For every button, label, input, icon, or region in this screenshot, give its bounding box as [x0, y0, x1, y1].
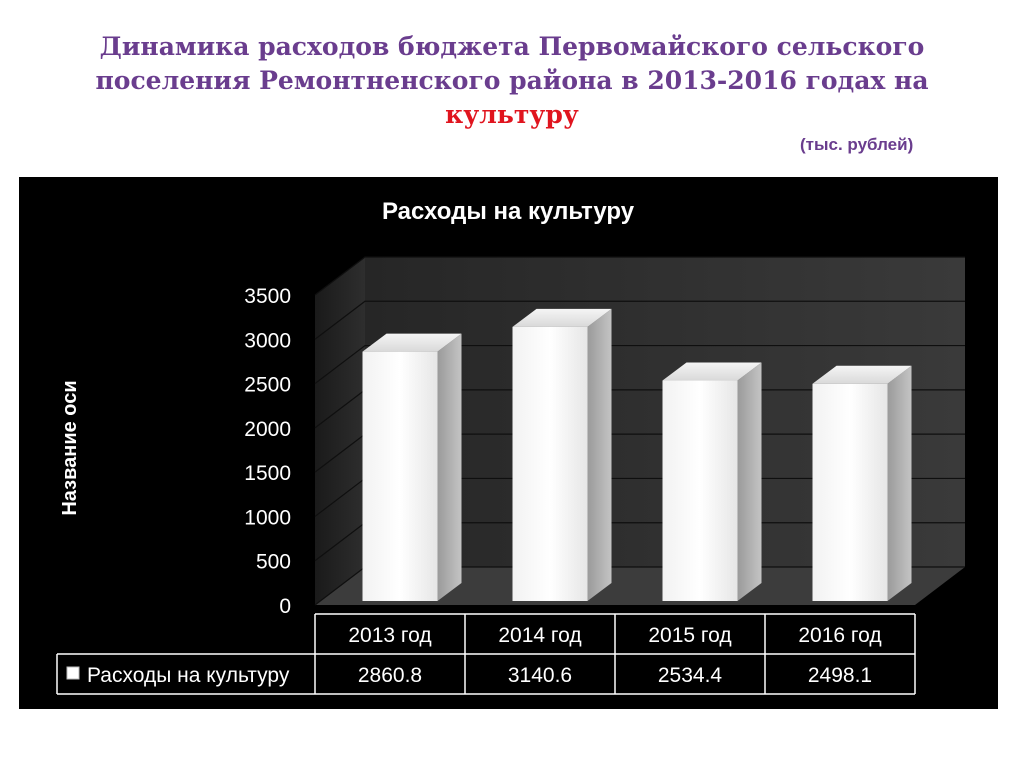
gridline: [314, 256, 965, 296]
data-label: 2498.1: [808, 664, 872, 687]
legend-label: Расходы на культуру: [87, 664, 290, 687]
bar-top: [662, 362, 762, 381]
slide-title-accent: культуру: [445, 100, 579, 129]
bar-2015-год: [662, 362, 762, 601]
x-tick-label: 2014 год: [498, 624, 581, 647]
y-tick-label: 3000: [244, 329, 291, 352]
legend-swatch: [66, 666, 80, 680]
bar: [512, 326, 588, 601]
bar-side: [887, 365, 912, 601]
bar: [362, 351, 438, 601]
y-axis-label: Название оси: [59, 380, 81, 515]
y-tick-label: 500: [256, 551, 291, 574]
bar-2016-год: [812, 365, 912, 601]
slide-title-line2: поселения Ремонтненского района в 2013-2…: [95, 66, 929, 95]
chart-title: Расходы на культуру: [382, 198, 635, 225]
bar-top: [812, 365, 912, 384]
y-tick-label: 2500: [244, 374, 291, 397]
y-tick-label: 1500: [244, 462, 291, 485]
data-label: 3140.6: [508, 664, 572, 687]
bar-2014-год: [512, 308, 612, 601]
y-tick-label: 1000: [244, 506, 291, 529]
unit-note: (тыс. рублей): [800, 135, 914, 154]
data-label: 2534.4: [658, 664, 723, 687]
side-wall: [315, 257, 365, 605]
slide-title: Динамика расходов бюджета Первомайского …: [20, 30, 1004, 132]
floor: [315, 567, 965, 605]
bar: [662, 380, 738, 601]
bar-top: [362, 333, 462, 352]
gridline: [314, 300, 965, 340]
bar-side: [587, 308, 612, 601]
x-tick-label: 2015 год: [648, 624, 731, 647]
x-tick-label: 2016 год: [798, 624, 881, 647]
data-table: 2013 год 2014 год 2015 год 2016 год 2860.8 31…: [56, 613, 916, 695]
x-tick-label: 2013 год: [348, 624, 431, 647]
bar: [812, 383, 888, 601]
y-tick-label: 3500: [244, 285, 291, 308]
bar-2013-год: [362, 333, 462, 601]
bar-side: [437, 333, 462, 601]
slide-title-line1: Динамика расходов бюджета Первомайского …: [99, 32, 925, 61]
chart-panel: 0 500 1000 1500 2000 2500 3000 3500 2013 год 201…: [19, 177, 998, 709]
bar-side: [737, 362, 762, 601]
bar-top: [512, 308, 612, 327]
y-tick-label: 0: [279, 595, 291, 618]
gridline: [314, 344, 965, 385]
data-label: 2860.8: [358, 664, 422, 687]
bar-series: [362, 308, 912, 601]
y-tick-label: 2000: [244, 418, 291, 441]
